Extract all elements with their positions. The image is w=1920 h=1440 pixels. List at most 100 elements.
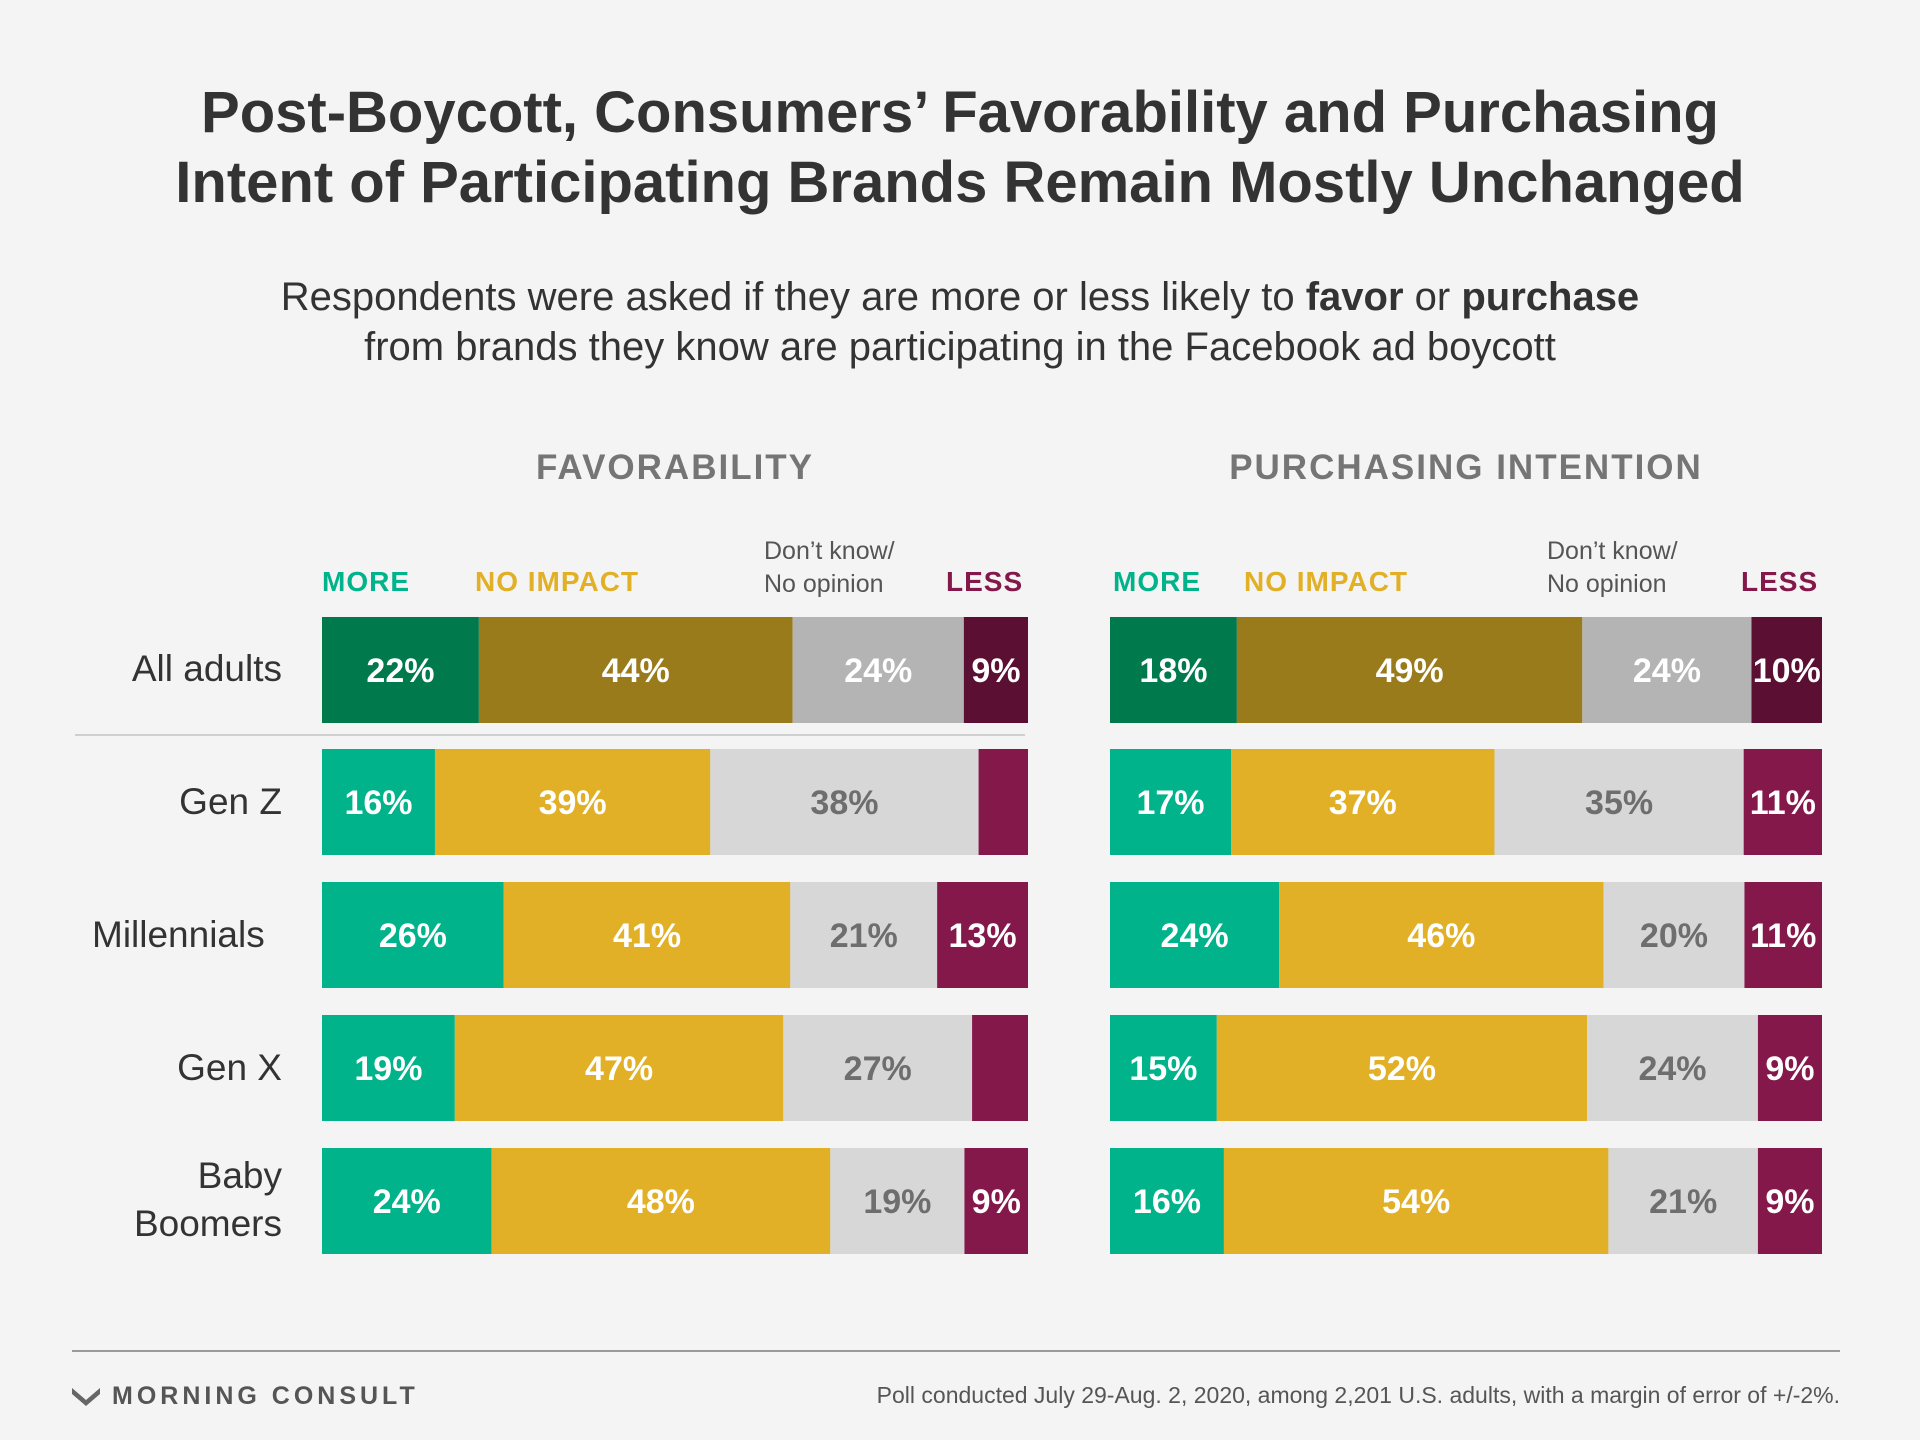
data-label-more: 22%: [366, 652, 434, 690]
data-label-more: 15%: [1129, 1050, 1197, 1088]
data-label-dont-know: 24%: [1633, 652, 1701, 690]
legend-less-favorability: LESS: [946, 566, 1023, 598]
legend-dont-know-purchasing: Don’t know/ No opinion: [1547, 535, 1678, 601]
data-label-dont-know: 24%: [844, 652, 912, 690]
data-label-less: 11%: [1750, 784, 1816, 822]
bar-no-impact: [503, 882, 791, 988]
data-label-more: 16%: [1133, 1183, 1201, 1221]
bar-dont-know: [792, 617, 964, 723]
bar-dont-know: [790, 882, 938, 988]
legend-more-label: MORE: [1113, 566, 1201, 597]
legend-dont-know-favorability: Don’t know/ No opinion: [764, 535, 895, 601]
legend-dont-know-line2: No opinion: [764, 570, 884, 598]
subtitle-pre: Respondents were asked if they are more …: [280, 275, 1306, 319]
bar-less: [1751, 617, 1822, 723]
legend-no-impact-favorability: NO IMPACT: [475, 566, 639, 598]
bar-dont-know: [1582, 617, 1752, 723]
legend-no-impact-label: NO IMPACT: [1244, 566, 1409, 597]
row-label-millennials: Millennials: [92, 914, 265, 955]
bar-less: [964, 1148, 1028, 1254]
chart-title: Post-Boycott, Consumers’ Favorability an…: [0, 78, 1920, 218]
data-label-dont-know: 21%: [830, 917, 898, 955]
bar-more: [322, 882, 504, 988]
data-label-less: 13%: [949, 917, 1017, 955]
data-label-no-impact: 54%: [1382, 1183, 1450, 1221]
row-label-all-adults: All adults: [131, 648, 282, 689]
bar-more: [322, 617, 479, 723]
bar-no-impact: [1223, 1148, 1609, 1254]
data-label-less: 9%: [1765, 1183, 1814, 1221]
data-label-no-impact: 44%: [602, 652, 670, 690]
brand-name: MORNING CONSULT: [112, 1381, 419, 1410]
bar-no-impact: [1279, 882, 1604, 988]
bar-no-impact: [454, 1015, 784, 1121]
data-label-dont-know: 24%: [1638, 1050, 1706, 1088]
bar-more: [1110, 1148, 1224, 1254]
panel-title-favorability: FAVORABILITY: [535, 448, 815, 487]
bar-less: [937, 882, 1028, 988]
data-label-less: 10%: [1753, 652, 1821, 690]
subtitle-favor: favor: [1305, 275, 1404, 319]
bar-no-impact: [434, 749, 711, 855]
bar-more: [1110, 882, 1280, 988]
data-label-no-impact: 48%: [627, 1183, 695, 1221]
bar-less: [978, 749, 1028, 855]
legend-no-impact-label: NO IMPACT: [475, 566, 640, 597]
source-note: Poll conducted July 29-Aug. 2, 2020, amo…: [876, 1382, 1840, 1408]
brand: MORNING CONSULT: [72, 1378, 419, 1414]
data-label-no-impact: 49%: [1376, 652, 1444, 690]
legend-dont-know-line2: No opinion: [1547, 570, 1667, 598]
data-label-less: 11%: [1750, 917, 1816, 955]
legend-no-impact-purchasing: NO IMPACT: [1244, 566, 1408, 598]
bar-no-impact: [1236, 617, 1583, 723]
data-label-dont-know: 38%: [810, 784, 878, 822]
legend-less-label: LESS: [946, 566, 1024, 597]
row-separator: [75, 734, 1025, 736]
data-label-more: 18%: [1139, 652, 1207, 690]
bar-dont-know: [1608, 1148, 1758, 1254]
data-label-more: 17%: [1136, 784, 1204, 822]
data-label-no-impact: 41%: [613, 917, 681, 955]
data-label-dont-know: 27%: [844, 1050, 912, 1088]
data-label-dont-know: 21%: [1649, 1183, 1717, 1221]
data-label-dont-know: 20%: [1640, 917, 1708, 955]
data-label-no-impact: 37%: [1329, 784, 1397, 822]
chart-subtitle: Respondents were asked if they are more …: [0, 272, 1920, 372]
bar-less: [1757, 1148, 1822, 1254]
bar-less: [972, 1015, 1028, 1121]
data-label-more: 24%: [1161, 917, 1229, 955]
row-label-gen-x: Gen X: [177, 1047, 282, 1088]
data-label-more: 16%: [344, 784, 412, 822]
footer-divider: [72, 1350, 1840, 1352]
bar-dont-know: [710, 749, 979, 855]
legend-more-favorability: MORE: [322, 566, 410, 598]
data-label-less: 9%: [1765, 1050, 1814, 1088]
data-label-less: 9%: [971, 652, 1020, 690]
panel-title-purchasing: PURCHASING INTENTION: [1229, 448, 1703, 487]
bar-dont-know: [1603, 882, 1745, 988]
bar-dont-know: [1587, 1015, 1758, 1121]
bar-more: [1110, 749, 1232, 855]
data-label-no-impact: 47%: [585, 1050, 653, 1088]
row-label-baby: Baby: [197, 1155, 282, 1196]
bar-dont-know: [783, 1015, 973, 1121]
legend-dont-know-line1: Don’t know/: [764, 537, 895, 565]
legend-less-label: LESS: [1741, 566, 1819, 597]
row-label-baby-boomers: Baby Boomers: [134, 1152, 282, 1248]
bar-less: [963, 617, 1028, 723]
row-label-gen-z: Gen Z: [179, 781, 282, 822]
row-label-boomers: Boomers: [133, 1203, 282, 1244]
data-label-no-impact: 39%: [539, 784, 607, 822]
bar-dont-know: [830, 1148, 965, 1254]
legend-dont-know-line1: Don’t know/: [1547, 537, 1678, 565]
bar-more: [1110, 1015, 1217, 1121]
chart-title-line1: Post-Boycott, Consumers’ Favorability an…: [201, 80, 1719, 145]
data-label-more: 24%: [373, 1183, 441, 1221]
data-label-more: 26%: [379, 917, 447, 955]
data-label-dont-know: 19%: [863, 1183, 931, 1221]
subtitle-line2: from brands they know are participating …: [364, 325, 1556, 369]
bar-no-impact: [491, 1148, 831, 1254]
chart-title-line2: Intent of Participating Brands Remain Mo…: [175, 150, 1745, 215]
legend-more-purchasing: MORE: [1113, 566, 1201, 598]
